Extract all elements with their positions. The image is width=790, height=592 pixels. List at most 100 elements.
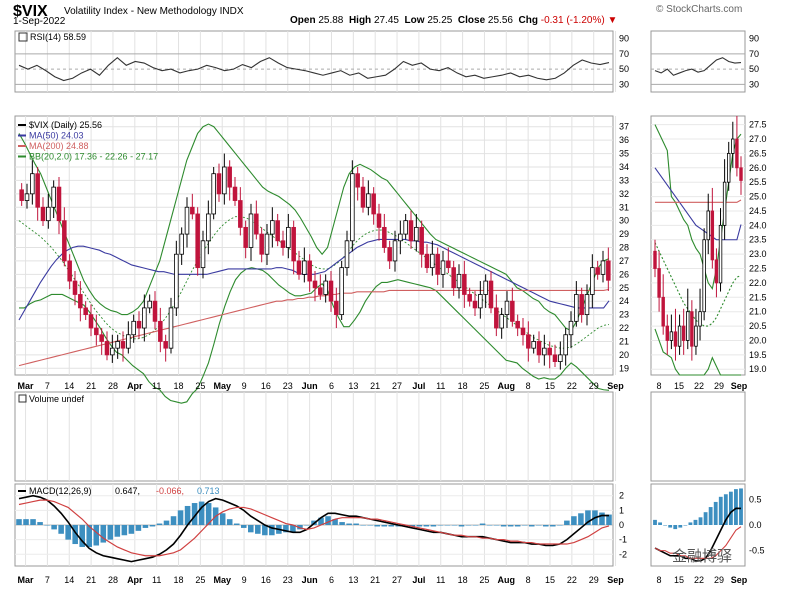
zoom-price-y-tick: 20.5 bbox=[749, 321, 767, 331]
macd-hist-bar bbox=[388, 525, 395, 527]
price-x-tick: 18 bbox=[458, 381, 468, 391]
candle-body bbox=[515, 320, 520, 329]
zoom-price-x-tick: Sep bbox=[731, 381, 748, 391]
price-x-tick: 7 bbox=[45, 381, 50, 391]
macd-hist-bar bbox=[255, 525, 261, 534]
price-y-tick: 28 bbox=[619, 243, 629, 253]
macd-hist-bar bbox=[16, 519, 22, 525]
price-y-tick: 37 bbox=[619, 122, 629, 132]
zoom-macd-hist-bar bbox=[688, 522, 693, 525]
candle-body bbox=[104, 341, 110, 356]
macd-hist-bar bbox=[339, 522, 345, 525]
price-x-tick: 25 bbox=[479, 381, 489, 391]
close-label: Close bbox=[457, 15, 486, 26]
macd-hist-bar bbox=[472, 525, 479, 526]
zoom-bb-lower-line bbox=[654, 328, 741, 376]
macd-x-tick: Apr bbox=[127, 575, 143, 585]
price-x-tick: 14 bbox=[64, 381, 74, 391]
volume-legend: Volume undef bbox=[29, 394, 85, 404]
candle-body bbox=[424, 253, 430, 269]
candle-body bbox=[67, 260, 72, 282]
zoom-macd-hist-bar bbox=[728, 491, 733, 525]
candle-body bbox=[318, 287, 323, 295]
zoom-frame-rsi bbox=[650, 30, 746, 93]
volume-legend-swatch bbox=[18, 394, 27, 403]
zoom-price-y-tick: 27.0 bbox=[749, 134, 767, 144]
candle-body bbox=[451, 267, 456, 289]
macd-x-tick: 11 bbox=[152, 575, 161, 585]
macd-hist-bar bbox=[100, 525, 107, 543]
price-x-tick: 8 bbox=[526, 381, 531, 391]
zoom-candle-body bbox=[677, 325, 682, 347]
ma50-line bbox=[18, 238, 610, 321]
price-x-tick: Jun bbox=[302, 381, 318, 391]
zoom-candle-body bbox=[731, 138, 735, 154]
macd-hist-bar bbox=[135, 525, 142, 531]
bb-upper-line bbox=[18, 123, 610, 332]
price-x-tick: 6 bbox=[329, 381, 334, 391]
candle-body bbox=[152, 300, 158, 322]
macd-hist-bar bbox=[437, 525, 444, 526]
candle-body bbox=[376, 213, 382, 228]
rsi-panel bbox=[15, 53, 613, 85]
macd-x-tick: 29 bbox=[589, 575, 599, 585]
price-y-tick: 32 bbox=[619, 189, 629, 199]
candle-body bbox=[259, 233, 264, 255]
macd-hist-bar bbox=[86, 525, 93, 547]
zoom-price-y-tick: 27.5 bbox=[749, 120, 767, 130]
candle-body bbox=[542, 347, 547, 356]
zoom-candle-body bbox=[735, 138, 739, 169]
price-y-tick: 23 bbox=[619, 310, 629, 320]
candle-body bbox=[371, 193, 376, 215]
price-x-tick: Mar bbox=[18, 381, 35, 391]
chart-date: 1-Sep-2022 bbox=[13, 16, 66, 27]
price-y-tick: 25 bbox=[619, 283, 629, 293]
macd-hist-bar bbox=[304, 525, 310, 526]
candle-body bbox=[606, 260, 611, 281]
macd-y-tick: -1 bbox=[619, 535, 627, 545]
macd-hist-bar bbox=[585, 510, 591, 525]
candle-body bbox=[147, 300, 152, 309]
zoom-macd-hist-bar bbox=[723, 494, 728, 525]
candle-body bbox=[472, 300, 478, 309]
macd-hist-bar bbox=[543, 525, 549, 527]
macd-hist-bar bbox=[191, 503, 198, 525]
candle-body bbox=[435, 253, 440, 275]
candle-body bbox=[547, 347, 552, 356]
candle-body bbox=[483, 280, 488, 295]
candle-body bbox=[206, 213, 211, 242]
open-value: 25.88 bbox=[318, 15, 344, 26]
zoom-macd-x-tick: 22 bbox=[694, 575, 704, 585]
zoom-macd-hist-bar bbox=[668, 525, 673, 528]
candle-body bbox=[440, 260, 446, 275]
rsi-y-tick: 50 bbox=[619, 64, 629, 74]
candle-body bbox=[99, 334, 104, 342]
zoom-candle-body bbox=[727, 153, 731, 183]
macd-hist-bar bbox=[535, 525, 542, 526]
candle-body bbox=[488, 280, 494, 309]
zoom-ma200-line bbox=[655, 199, 742, 203]
macd-hist-bar bbox=[149, 525, 156, 527]
low-label: Low bbox=[404, 15, 425, 26]
macd-x-tick: 11 bbox=[436, 575, 445, 585]
price-y-tick: 31 bbox=[619, 202, 629, 212]
macd-hist-bar bbox=[451, 525, 458, 526]
candle-body bbox=[419, 226, 424, 255]
macd-hist-bar bbox=[290, 525, 296, 533]
candle-body bbox=[446, 260, 451, 269]
candle-body bbox=[120, 341, 126, 349]
macd-legend-value: -0.066, bbox=[156, 486, 184, 496]
zoom-candle-body bbox=[718, 224, 723, 284]
zoom-macd-y-tick: -0.5 bbox=[749, 546, 765, 556]
close-value: 25.56 bbox=[487, 15, 513, 26]
candle-body bbox=[579, 294, 584, 316]
zoom-price-y-tick: 21.0 bbox=[749, 307, 767, 317]
zoom-frame-macd bbox=[650, 483, 746, 567]
rsi-y-tick: 30 bbox=[619, 79, 629, 89]
macd-hist-bar bbox=[465, 525, 472, 526]
candle-body bbox=[456, 273, 462, 289]
candle-body bbox=[158, 320, 163, 342]
macd-x-tick: 13 bbox=[348, 575, 358, 585]
candle-body bbox=[56, 186, 62, 222]
